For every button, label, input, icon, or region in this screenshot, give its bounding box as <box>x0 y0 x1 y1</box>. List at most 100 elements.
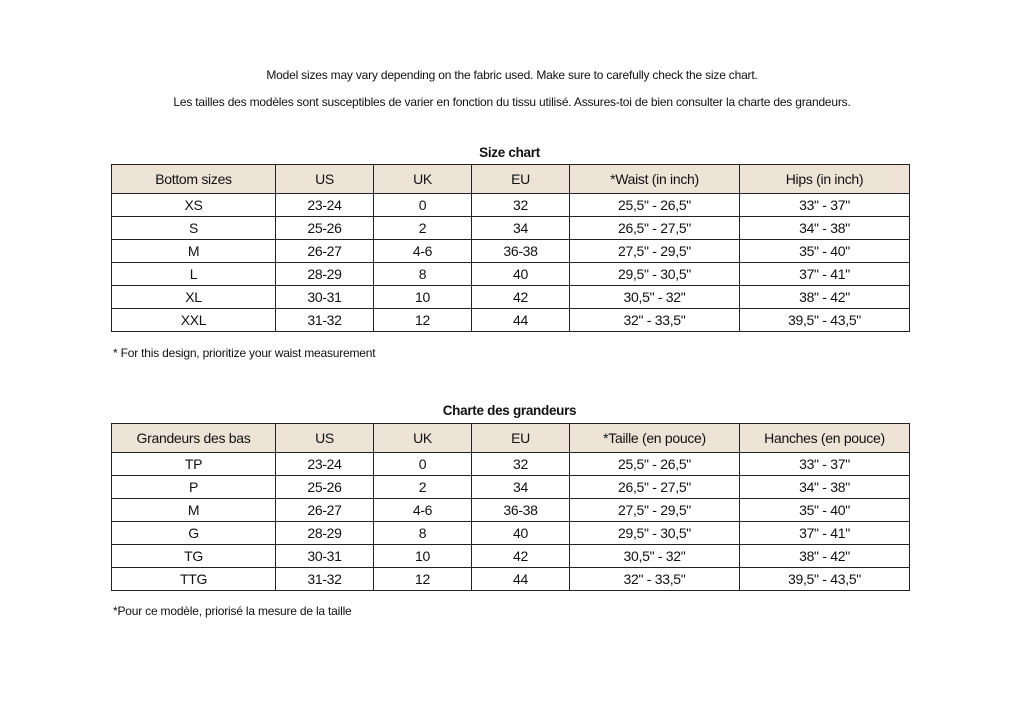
table-cell: 25-26 <box>275 216 374 240</box>
table-cell: 39,5" - 43,5" <box>739 567 910 591</box>
table-cell: 0 <box>373 193 472 217</box>
table-cell: 35" - 40" <box>739 239 910 263</box>
table-cell: 2 <box>373 475 472 499</box>
column-header: US <box>275 164 374 194</box>
table-cell: 12 <box>373 308 472 332</box>
table-cell: 31-32 <box>275 308 374 332</box>
table-cell: 42 <box>471 544 570 568</box>
table-cell: G <box>111 521 276 545</box>
table-cell: 2 <box>373 216 472 240</box>
table-cell: 28-29 <box>275 521 374 545</box>
table-cell: TG <box>111 544 276 568</box>
table-cell: 26,5" - 27,5" <box>569 216 740 240</box>
column-header: Hanches (en pouce) <box>739 423 910 453</box>
table-cell: TP <box>111 452 276 476</box>
table-cell: 12 <box>373 567 472 591</box>
table-cell: 34 <box>471 216 570 240</box>
table-cell: XXL <box>111 308 276 332</box>
table-row: TG 30-31 10 42 30,5" - 32" 38" - 42" <box>111 544 910 568</box>
table-cell: 42 <box>471 285 570 309</box>
table-cell: S <box>111 216 276 240</box>
table-cell: 32" - 33,5" <box>569 567 740 591</box>
column-header: UK <box>373 423 472 453</box>
table-cell: 32 <box>471 452 570 476</box>
table-cell: 25-26 <box>275 475 374 499</box>
table-cell: 26-27 <box>275 239 374 263</box>
table-cell: 44 <box>471 567 570 591</box>
table-cell: 32" - 33,5" <box>569 308 740 332</box>
size-chart-footnote: * For this design, prioritize your waist… <box>113 346 376 360</box>
size-chart-table: Bottom sizes US UK EU *Waist (in inch) Hips (… <box>111 164 910 332</box>
table-row: TTG 31-32 12 44 32" - 33,5" 39,5" - 43,5" <box>111 567 910 591</box>
table-cell: 33" - 37" <box>739 193 910 217</box>
table-cell: 44 <box>471 308 570 332</box>
column-header: *Taille (en pouce) <box>569 423 740 453</box>
table-cell: 38" - 42" <box>739 544 910 568</box>
table-cell: 37" - 41" <box>739 262 910 286</box>
table-row: L 28-29 8 40 29,5" - 30,5" 37" - 41" <box>111 262 910 286</box>
table-cell: 31-32 <box>275 567 374 591</box>
table-cell: 23-24 <box>275 452 374 476</box>
table-cell: 36-38 <box>471 239 570 263</box>
table-cell: 29,5" - 30,5" <box>569 262 740 286</box>
header-row: Bottom sizes US UK EU *Waist (in inch) Hips (… <box>111 164 910 194</box>
note-english: Model sizes may vary depending on the fa… <box>266 68 758 82</box>
table-cell: L <box>111 262 276 286</box>
table-cell: 37" - 41" <box>739 521 910 545</box>
table-row: XS 23-24 0 32 25,5" - 26,5" 33" - 37" <box>111 193 910 217</box>
table-row: G 28-29 8 40 29,5" - 30,5" 37" - 41" <box>111 521 910 545</box>
table-cell: 34 <box>471 475 570 499</box>
table-cell: 0 <box>373 452 472 476</box>
column-header: EU <box>471 164 570 194</box>
table-cell: 25,5" - 26,5" <box>569 193 740 217</box>
header-row: Grandeurs des bas US UK EU *Taille (en pouce… <box>111 423 910 453</box>
table-cell: 30,5" - 32" <box>569 544 740 568</box>
charte-table: Grandeurs des bas US UK EU *Taille (en pouce… <box>111 423 910 591</box>
charte-title: Charte des grandeurs <box>442 403 577 418</box>
table-cell: 28-29 <box>275 262 374 286</box>
table-cell: 29,5" - 30,5" <box>569 521 740 545</box>
column-header: US <box>275 423 374 453</box>
table-cell: 26,5" - 27,5" <box>569 475 740 499</box>
table-row: TP 23-24 0 32 25,5" - 26,5" 33" - 37" <box>111 452 910 476</box>
table-cell: XS <box>111 193 276 217</box>
table-cell: 10 <box>373 285 472 309</box>
table-cell: M <box>111 239 276 263</box>
table-cell: TTG <box>111 567 276 591</box>
note-french: Les tailles des modèles sont susceptible… <box>173 95 851 109</box>
table-cell: 34" - 38" <box>739 216 910 240</box>
table-cell: M <box>111 498 276 522</box>
table-cell: 23-24 <box>275 193 374 217</box>
table-row: S 25-26 2 34 26,5" - 27,5" 34" - 38" <box>111 216 910 240</box>
table-cell: XL <box>111 285 276 309</box>
table-row: M 26-27 4-6 36-38 27,5" - 29,5" 35" - 40" <box>111 498 910 522</box>
table-cell: 34" - 38" <box>739 475 910 499</box>
table-cell: 30-31 <box>275 285 374 309</box>
charte-footnote: *Pour ce modèle, priorisé la mesure de l… <box>113 604 352 618</box>
table-cell: 10 <box>373 544 472 568</box>
table-cell: 26-27 <box>275 498 374 522</box>
table-cell: 39,5" - 43,5" <box>739 308 910 332</box>
size-chart-title: Size chart <box>479 145 540 160</box>
table-row: M 26-27 4-6 36-38 27,5" - 29,5" 35" - 40" <box>111 239 910 263</box>
table-row: XL 30-31 10 42 30,5" - 32" 38" - 42" <box>111 285 910 309</box>
column-header: Hips (in inch) <box>739 164 910 194</box>
column-header: EU <box>471 423 570 453</box>
table-cell: 8 <box>373 521 472 545</box>
table-row: XXL 31-32 12 44 32" - 33,5" 39,5" - 43,5" <box>111 308 910 332</box>
column-header: Grandeurs des bas <box>111 423 276 453</box>
table-cell: 27,5" - 29,5" <box>569 239 740 263</box>
table-cell: 38" - 42" <box>739 285 910 309</box>
column-header: UK <box>373 164 472 194</box>
table-cell: 40 <box>471 521 570 545</box>
table-row: P 25-26 2 34 26,5" - 27,5" 34" - 38" <box>111 475 910 499</box>
table-cell: 25,5" - 26,5" <box>569 452 740 476</box>
table-cell: 4-6 <box>373 498 472 522</box>
table-cell: 32 <box>471 193 570 217</box>
table-cell: 4-6 <box>373 239 472 263</box>
table-cell: 40 <box>471 262 570 286</box>
table-cell: 36-38 <box>471 498 570 522</box>
table-cell: 27,5" - 29,5" <box>569 498 740 522</box>
column-header: Bottom sizes <box>111 164 276 194</box>
table-cell: 8 <box>373 262 472 286</box>
